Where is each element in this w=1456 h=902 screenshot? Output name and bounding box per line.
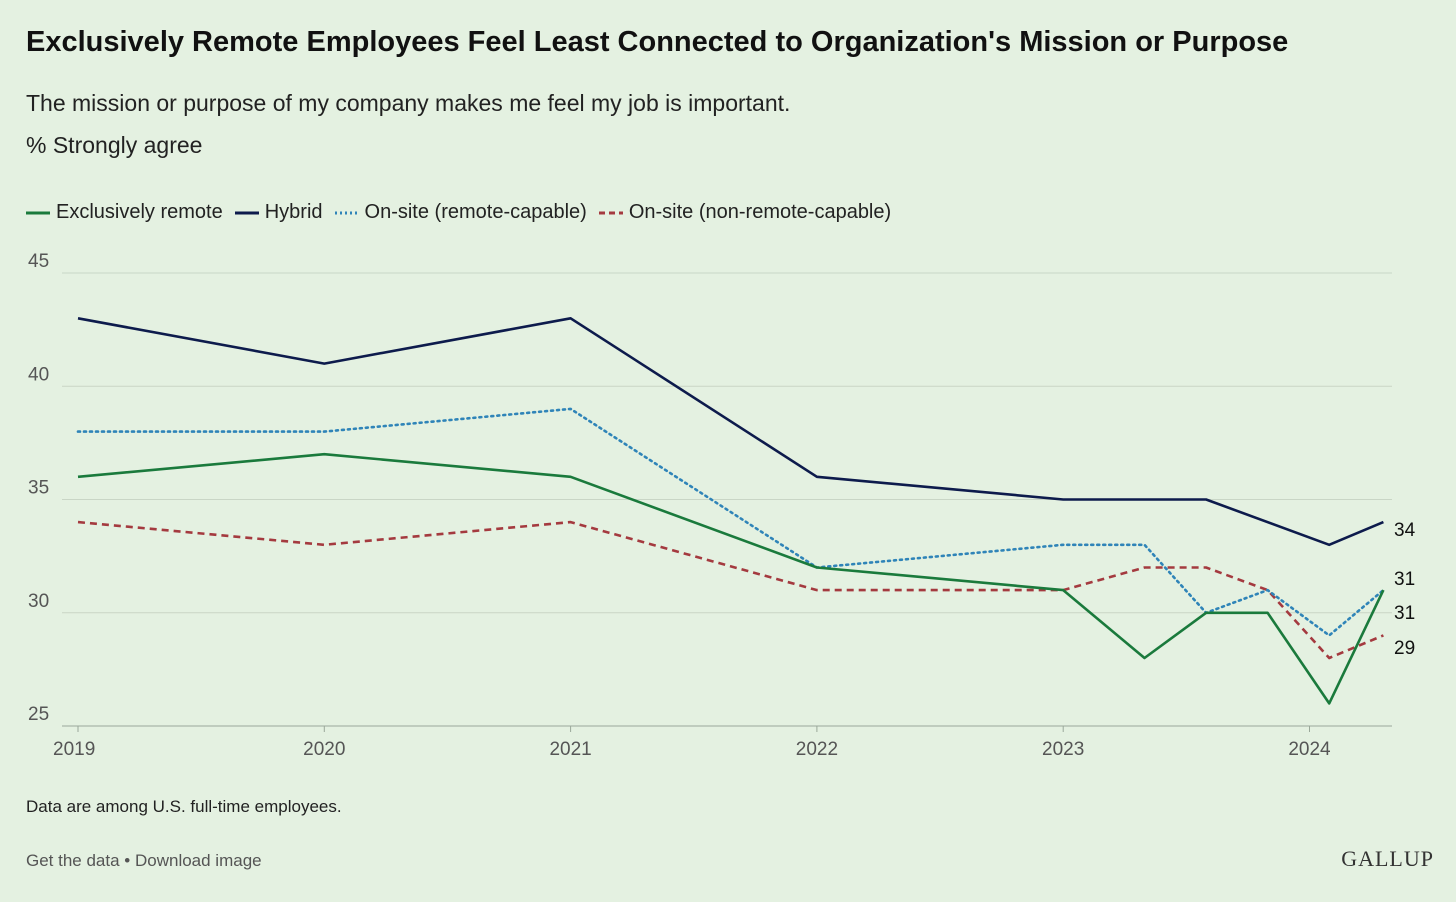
- x-tick-label: 2023: [1042, 739, 1084, 760]
- legend-item-exclusively-remote: Exclusively remote: [26, 201, 223, 224]
- y-tick-label: 45: [28, 251, 49, 272]
- chart-subtitle: The mission or purpose of my company mak…: [26, 90, 791, 116]
- series-line-exclusively-remote: [77, 452, 1385, 705]
- legend-swatch-onsite-remote-capable: [334, 211, 359, 214]
- legend-item-onsite-non-remote-capable: On-site (non-remote-capable): [598, 201, 892, 224]
- legend-swatch-onsite-non-remote-capable: [598, 211, 623, 214]
- series-line-on-site-non-remote-capable: [77, 520, 1384, 660]
- legend-swatch-exclusively-remote: [26, 211, 50, 214]
- y-tick-label: 30: [28, 591, 49, 612]
- x-tick-label: 2020: [303, 739, 345, 760]
- chart-title: Exclusively Remote Employees Feel Least …: [26, 26, 1289, 58]
- x-tick-label: 2022: [796, 739, 838, 760]
- legend-label: Exclusively remote: [56, 201, 223, 223]
- y-tick-label: 35: [28, 478, 49, 499]
- legend-item-hybrid: Hybrid: [234, 201, 323, 224]
- legend-label: On-site (remote-capable): [364, 201, 587, 223]
- x-tick-label: 2021: [549, 739, 591, 760]
- y-tick-label: 40: [28, 364, 49, 385]
- end-value-label: 34: [1394, 520, 1416, 541]
- legend: Exclusively remote Hybrid On-site (remot…: [26, 201, 903, 224]
- download-image-link[interactable]: Download image: [134, 851, 262, 870]
- end-value-label: 31: [1394, 603, 1415, 624]
- footer-links: Get the data • Download image: [26, 851, 262, 871]
- get-data-link[interactable]: Get the data: [26, 851, 120, 870]
- series-line-hybrid: [77, 317, 1384, 547]
- gallup-logo: GALLUP: [1341, 846, 1434, 871]
- y-tick-label: 25: [28, 704, 49, 725]
- line-chart: 25 30 35 40 45 2019 2020 2021 2022 2023 2024 31 34 31…: [28, 251, 1416, 760]
- series-line-on-site-remote-capable: [76, 407, 1385, 637]
- x-tick-label: 2019: [53, 739, 95, 760]
- x-tick-label: 2024: [1288, 739, 1331, 760]
- end-value-label: 31: [1394, 569, 1415, 590]
- legend-item-onsite-remote-capable: On-site (remote-capable): [334, 201, 587, 224]
- legend-label: On-site (non-remote-capable): [628, 201, 892, 223]
- end-value-label: 29: [1394, 638, 1415, 659]
- legend-swatch-hybrid: [234, 211, 259, 214]
- unit-label: % Strongly agree: [26, 132, 203, 158]
- legend-label: Hybrid: [264, 201, 323, 223]
- footer-separator: •: [119, 851, 135, 870]
- data-note: Data are among U.S. full-time employees.: [26, 797, 342, 816]
